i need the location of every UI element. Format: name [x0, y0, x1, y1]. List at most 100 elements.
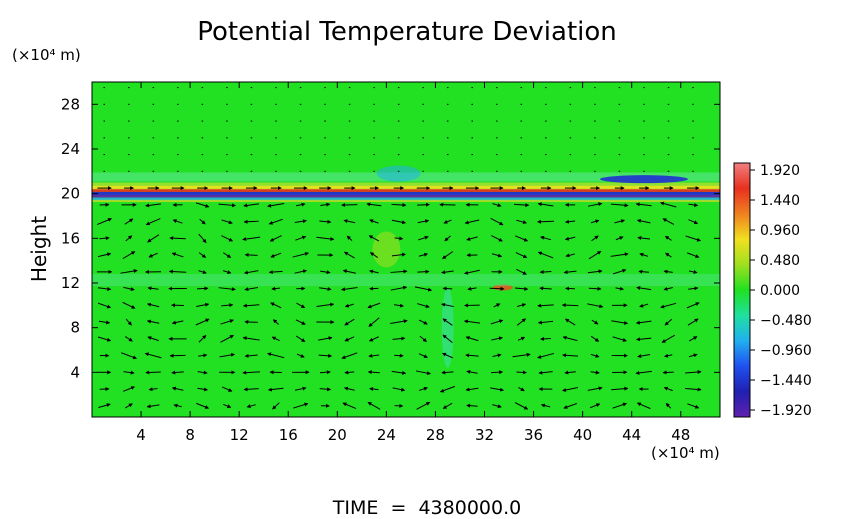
wind-vector: [589, 403, 601, 409]
wind-vector: [465, 353, 479, 358]
wind-vector: [319, 286, 332, 291]
wind-vector: [689, 270, 698, 274]
wind-vector: [391, 219, 407, 225]
wind-vector: [343, 251, 355, 259]
wind-vectors: [96, 87, 702, 410]
wind-vector: [296, 353, 305, 358]
wind-vector: [221, 303, 234, 308]
wind-vector: [615, 236, 624, 241]
wind-vector: [537, 219, 554, 224]
colorbar-tick-label: 1.440: [760, 193, 800, 209]
wind-vector: [244, 319, 258, 324]
wind-vector: [417, 303, 430, 309]
wind-vector: [267, 387, 284, 392]
x-tick-label: 20: [328, 426, 347, 444]
wind-vector: [615, 286, 624, 291]
colorbar-tick-label: 0.000: [760, 283, 800, 299]
y-tick-label: 28: [61, 95, 80, 113]
wind-vector: [242, 370, 260, 375]
wind-vector: [268, 218, 283, 225]
colorbar-tick-label: −1.440: [760, 373, 812, 389]
wind-vector: [465, 387, 479, 392]
wind-vector: [610, 252, 629, 257]
wind-vector: [639, 252, 649, 257]
wind-vector: [296, 202, 306, 207]
wind-vector: [688, 336, 698, 342]
wind-vector: [466, 236, 478, 241]
wind-vector: [171, 320, 184, 325]
wind-vector: [271, 336, 280, 342]
y-tick-label: 16: [61, 229, 80, 247]
wind-vector: [442, 286, 453, 291]
wind-vector: [390, 269, 408, 274]
wind-vector: [267, 352, 285, 359]
wind-vector: [441, 370, 454, 375]
wind-vector: [591, 319, 599, 325]
field-band-mid: [92, 274, 720, 287]
wind-vector: [687, 403, 700, 409]
wind-vector: [664, 318, 673, 326]
wind-vector: [316, 236, 335, 241]
plot-frame: [91, 81, 721, 418]
wind-vector: [198, 353, 208, 358]
wind-vector: [587, 202, 603, 207]
wind-vector: [342, 269, 356, 274]
wind-vector: [562, 387, 579, 392]
wind-vector: [537, 202, 554, 207]
wind-vector: [561, 353, 579, 358]
wind-vector: [242, 303, 260, 308]
field-cell-negative: [599, 175, 688, 184]
wind-vector: [391, 203, 407, 208]
wind-vector: [463, 319, 481, 324]
wind-vector: [442, 251, 454, 260]
wind-vector: [367, 302, 381, 309]
wind-vector: [125, 318, 132, 326]
wind-vector: [587, 269, 603, 274]
wind-vector: [344, 370, 355, 375]
wind-vector: [492, 353, 502, 358]
field-cell-anvil: [372, 231, 401, 268]
wind-vector: [145, 203, 161, 208]
wind-vector: [636, 402, 651, 410]
wind-vector: [490, 387, 504, 392]
wind-vector: [293, 402, 309, 409]
wind-vector: [444, 235, 451, 242]
wind-vector: [639, 303, 649, 308]
wind-vector: [610, 203, 629, 208]
x-tick-label: 32: [475, 426, 494, 444]
wind-vector: [369, 386, 379, 391]
wind-vector: [588, 250, 602, 260]
wind-vector: [688, 286, 699, 291]
wind-vector: [368, 353, 380, 358]
wind-vector: [270, 302, 282, 309]
wind-vector: [295, 335, 306, 343]
wind-vector: [97, 252, 112, 258]
wind-vector: [441, 270, 454, 275]
wind-vector: [466, 369, 478, 374]
wind-vector: [491, 336, 503, 341]
wind-vector: [294, 219, 307, 224]
wind-vector: [512, 352, 531, 358]
wind-vector: [368, 317, 380, 327]
wind-vector: [171, 252, 184, 258]
wind-vector: [538, 370, 553, 375]
wind-vector: [418, 319, 428, 325]
wind-vector: [168, 269, 187, 274]
wind-vector: [318, 353, 333, 358]
x-axis: 4 8 12 16 20 24 28 32 36 40 44 48: [136, 82, 690, 444]
wind-vector: [664, 235, 672, 241]
wind-vector: [590, 370, 600, 375]
wind-vector: [196, 402, 210, 409]
wind-vector: [169, 236, 186, 241]
x-tick-label: 16: [279, 426, 298, 444]
wind-vector: [635, 320, 652, 325]
wind-vector: [220, 334, 234, 343]
wind-vector: [417, 269, 430, 274]
y-axis-label: Height: [27, 216, 51, 282]
wind-vector: [443, 219, 452, 224]
field-features: [92, 165, 720, 368]
wind-vector: [492, 203, 502, 208]
wind-vector: [442, 402, 453, 409]
wind-vector: [341, 352, 358, 360]
wind-vector: [540, 403, 551, 408]
